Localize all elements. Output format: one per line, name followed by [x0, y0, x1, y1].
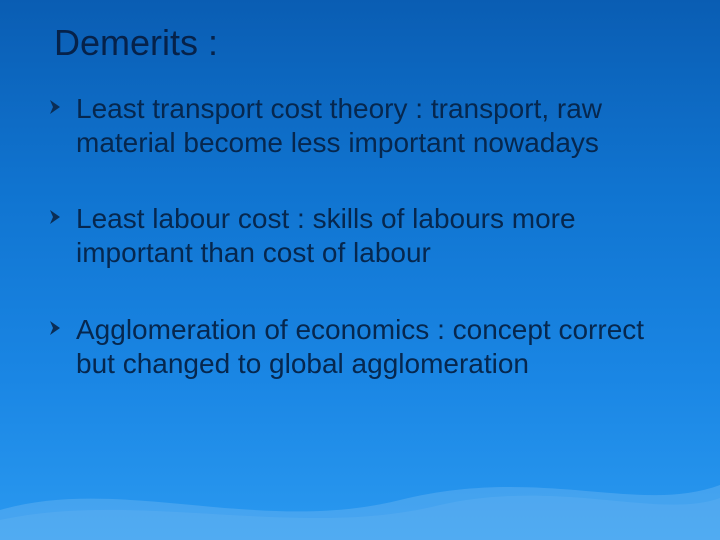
chevron-right-icon [48, 209, 64, 225]
bullet-text: Agglomeration of economics : concept cor… [76, 314, 644, 379]
chevron-right-icon [48, 320, 64, 336]
bullet-list: Least transport cost theory : transport,… [48, 92, 672, 381]
chevron-right-icon [48, 99, 64, 115]
list-item: Least transport cost theory : transport,… [48, 92, 672, 160]
list-item: Least labour cost : skills of labours mo… [48, 202, 672, 270]
slide-title: Demerits : [54, 22, 672, 64]
bullet-text: Least transport cost theory : transport,… [76, 93, 602, 158]
slide: Demerits : Least transport cost theory :… [0, 0, 720, 540]
decorative-wave [0, 420, 720, 540]
bullet-text: Least labour cost : skills of labours mo… [76, 203, 576, 268]
list-item: Agglomeration of economics : concept cor… [48, 313, 672, 381]
